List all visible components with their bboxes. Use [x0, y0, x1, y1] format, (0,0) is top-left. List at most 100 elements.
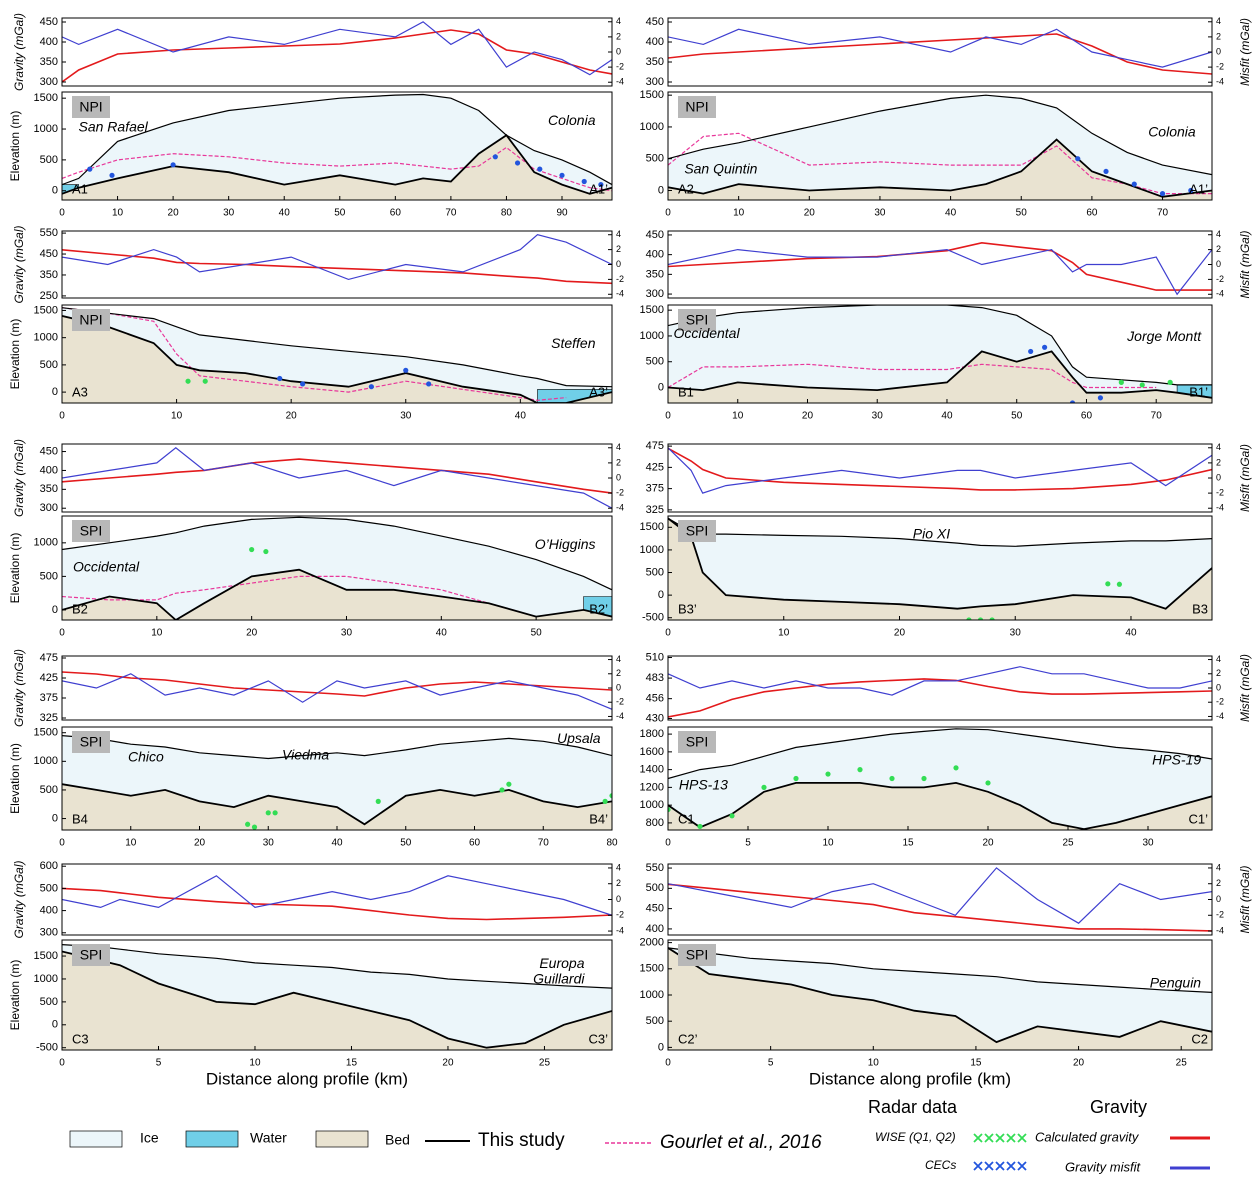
wise-point [966, 617, 972, 620]
panel-frame [61, 939, 613, 1051]
region-box [72, 96, 110, 118]
bed-area [668, 947, 1212, 1050]
y-tick-label: 475 [40, 652, 58, 664]
bed-line [62, 568, 612, 620]
y2-tick-label: -4 [1216, 503, 1224, 513]
surface-line [62, 516, 612, 591]
panel [668, 666, 1212, 718]
x-tick-label: 60 [469, 838, 481, 849]
y-tick-label: 350 [40, 483, 58, 495]
y2-tick-label: -4 [1216, 77, 1224, 87]
glacier-label: Jorge Montt [1126, 328, 1202, 344]
region-label: SPI [80, 734, 103, 750]
y2-tick-label: -2 [1216, 697, 1224, 707]
y-tick-label: 1400 [640, 764, 664, 776]
panel-frame [61, 863, 613, 936]
y-tick-label: 500 [646, 566, 664, 578]
wise-point [989, 617, 995, 620]
glacier-label: San Rafael [79, 118, 149, 134]
y2-tick-label: 4 [616, 16, 621, 26]
axis-title: Elevation (m) [8, 111, 22, 182]
wise-point [668, 806, 671, 813]
surface-line [62, 93, 612, 186]
wise-point [985, 780, 991, 786]
y-tick-label: 300 [40, 927, 58, 939]
panel-frame [61, 304, 613, 404]
y2-tick-label: 0 [616, 46, 621, 56]
y2-tick-label: 2 [1216, 878, 1221, 888]
y-tick-label: 375 [646, 483, 664, 495]
x-tick-label: 10 [868, 1058, 880, 1069]
bed-area [668, 139, 1212, 200]
y-tick-label: 1000 [640, 544, 664, 556]
y-tick-label: 1000 [640, 989, 664, 1001]
panel [668, 947, 1212, 1050]
region-label: SPI [80, 947, 103, 963]
x-tick-label: 10 [171, 411, 183, 422]
y-tick-label: 425 [646, 461, 664, 473]
y-tick-label: 0 [52, 1019, 58, 1031]
cec-point [109, 172, 115, 178]
wise-point [609, 793, 612, 799]
cec-point [598, 181, 604, 188]
bed-line [62, 783, 612, 826]
gravity-line [668, 33, 1212, 75]
region-label: SPI [686, 734, 709, 750]
wise-point [185, 378, 191, 384]
legend-title: Radar data [868, 1097, 958, 1117]
wise-point [506, 781, 512, 787]
x-tick-label: 20 [982, 838, 994, 849]
axis-title: Elevation (m) [8, 743, 22, 814]
x-tick-label: 50 [334, 208, 346, 219]
cec-point [1131, 181, 1137, 187]
region-label: NPI [685, 99, 708, 115]
endpoint-label: A1’ [1189, 181, 1208, 196]
x-tick-label: 50 [1016, 208, 1028, 219]
wise-point [1116, 581, 1123, 587]
glacier-label: Colonia [1148, 124, 1196, 140]
x-tick-label: 50 [531, 628, 543, 639]
bed-area [62, 135, 612, 200]
bed-line [62, 950, 612, 1049]
glacier-label: Occidental [73, 559, 140, 575]
legend-marker [973, 1133, 983, 1143]
ice-area [668, 947, 1212, 1043]
misfit-line [62, 875, 612, 916]
gourlet-line [62, 146, 612, 192]
surface-line [62, 944, 612, 989]
panel [62, 671, 612, 710]
bed-line [668, 517, 1212, 610]
axis-title: Gravity (mGal) [12, 13, 26, 91]
x-tick-label: 20 [894, 628, 906, 639]
y2-tick-label: 4 [616, 229, 621, 239]
axis-title: Misfit (mGal) [1238, 866, 1252, 934]
x-tick-label: 10 [112, 208, 124, 219]
y-tick-label: 1500 [640, 521, 664, 533]
y-tick-label: 450 [646, 903, 664, 915]
x-tick-label: 40 [941, 411, 953, 422]
y-tick-label: -500 [36, 1042, 58, 1054]
y-tick-label: 0 [658, 589, 664, 601]
panel [62, 735, 612, 830]
endpoint-label: C2 [1191, 1031, 1208, 1046]
region-box [678, 96, 716, 118]
bed-line [668, 781, 1212, 830]
y-tick-label: 500 [40, 996, 58, 1008]
y2-tick-label: -2 [616, 61, 624, 71]
cec-point [1103, 168, 1109, 175]
region-label: SPI [686, 312, 709, 328]
y-tick-label: 250 [40, 290, 58, 302]
x-tick-label: 30 [874, 208, 886, 219]
panel-frame [61, 655, 613, 721]
x-tick-label: 30 [223, 208, 235, 219]
cec-point [559, 172, 565, 178]
axis-title: Gravity (mGal) [12, 860, 26, 938]
ice-area [62, 307, 612, 403]
bed-line [668, 350, 1212, 399]
panel-frame [667, 515, 1213, 621]
panel-frame [667, 443, 1213, 513]
y-tick-label: 300 [40, 76, 58, 88]
wise-point [921, 775, 927, 782]
y2-tick-label: 0 [616, 472, 621, 482]
y2-tick-label: 0 [1216, 472, 1221, 482]
